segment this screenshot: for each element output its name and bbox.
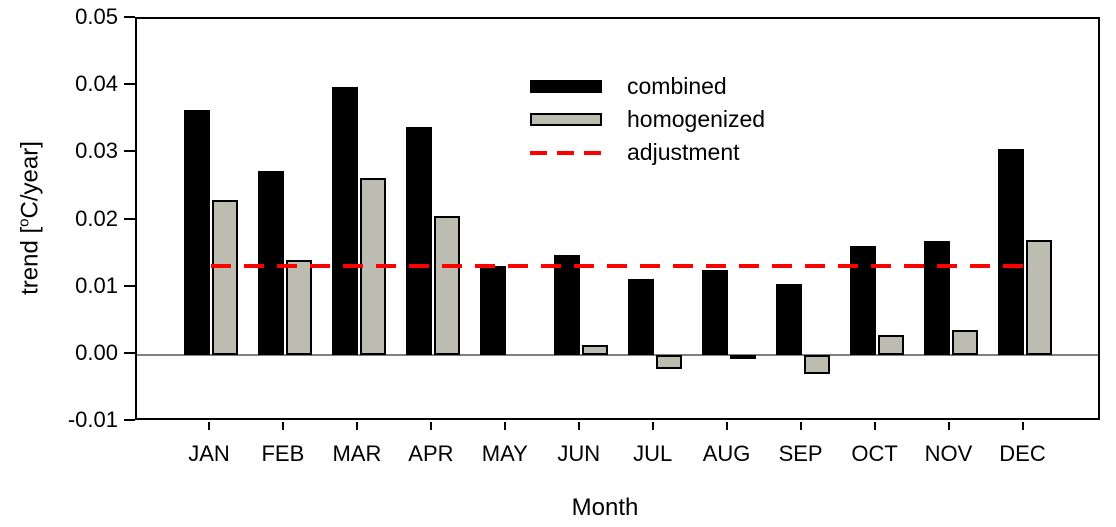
x-tick-mark [725, 422, 728, 430]
y-tick-mark [124, 83, 135, 86]
bar-homogenized-APR [433, 215, 460, 355]
bar-combined-OCT [849, 246, 876, 355]
bar-homogenized-JAN [212, 200, 238, 355]
bar-homogenized-AUG [729, 354, 756, 360]
y-tick-mark [124, 284, 135, 287]
x-tick-label: JUL [633, 441, 673, 466]
x-tick-label: MAR [332, 441, 382, 466]
x-tick-label: OCT [851, 441, 898, 466]
bar-combined-DEC [997, 149, 1024, 355]
x-tick-mark [651, 422, 654, 430]
bar-combined-JUN [553, 254, 580, 355]
bar-homogenized-FEB [285, 260, 312, 355]
bar-combined-AUG [701, 269, 728, 355]
bar-homogenized-JUL [655, 354, 682, 369]
x-tick-mark [799, 422, 802, 430]
y-tick-label: 0.04 [75, 71, 118, 97]
y-tick-label: 0.05 [75, 4, 118, 29]
bar-combined-JUL [627, 278, 654, 355]
x-tick-mark [873, 422, 876, 430]
y-tick-mark [124, 217, 135, 220]
legend-label-homogenized: homogenized [627, 106, 766, 132]
legend-item-adjustment: adjustment [530, 136, 765, 169]
adjustment-line [211, 263, 1025, 268]
bar-combined-JAN [184, 109, 210, 355]
x-tick-label: JUN [557, 441, 601, 466]
x-tick-mark [429, 422, 432, 430]
bar-homogenized-DEC [1025, 240, 1052, 355]
adjustment-swatch-icon [530, 150, 602, 155]
legend-label-combined: combined [627, 73, 727, 99]
x-tick-label: SEP [778, 441, 823, 466]
legend-label-adjustment: adjustment [627, 139, 740, 165]
homogenized-swatch-icon [530, 113, 602, 126]
x-tick-label: DEC [999, 441, 1046, 466]
y-tick-label: 0.02 [75, 205, 118, 231]
x-tick-label: APR [408, 441, 454, 466]
x-tick-mark [355, 422, 358, 430]
zero-line [137, 353, 1098, 356]
x-tick-label: AUG [702, 441, 751, 466]
combined-swatch-icon [530, 80, 602, 93]
x-tick-mark [208, 422, 210, 430]
plot-area: combined homogenized adjustment [135, 17, 1100, 420]
y-tick-label: 0.00 [75, 339, 118, 365]
x-tick-mark [281, 422, 284, 430]
bar-combined-FEB [257, 170, 284, 355]
x-tick-label: FEB [261, 441, 305, 466]
legend-item-combined: combined [530, 70, 765, 103]
legend: combined homogenized adjustment [530, 70, 765, 169]
x-tick-mark [947, 422, 950, 430]
bar-homogenized-NOV [951, 330, 978, 355]
bar-combined-NOV [923, 241, 950, 355]
x-tick-label: JAN [188, 441, 230, 466]
y-tick-mark [124, 150, 135, 153]
bar-combined-MAY [479, 266, 506, 355]
bar-homogenized-OCT [877, 334, 904, 355]
bar-combined-SEP [775, 284, 802, 355]
degree-superscript: o [15, 218, 33, 227]
y-tick-mark [124, 351, 135, 354]
y-tick-label: 0.03 [75, 138, 118, 164]
x-tick-mark [577, 422, 580, 430]
x-tick-mark [503, 422, 506, 430]
bar-combined-APR [405, 126, 432, 355]
bar-homogenized-SEP [803, 354, 830, 375]
bar-homogenized-JUN [581, 344, 608, 355]
x-axis-title: Month [571, 494, 639, 521]
bar-combined-MAR [331, 86, 358, 355]
y-tick-label: 0.01 [75, 272, 118, 298]
legend-item-homogenized: homogenized [530, 103, 765, 136]
y-tick-mark [124, 419, 135, 421]
x-tick-label: NOV [924, 441, 973, 466]
y-tick-label: -0.01 [67, 407, 118, 432]
x-tick-label: MAY [481, 441, 528, 466]
x-tick-mark [1021, 422, 1024, 430]
y-tick-mark [124, 16, 135, 18]
